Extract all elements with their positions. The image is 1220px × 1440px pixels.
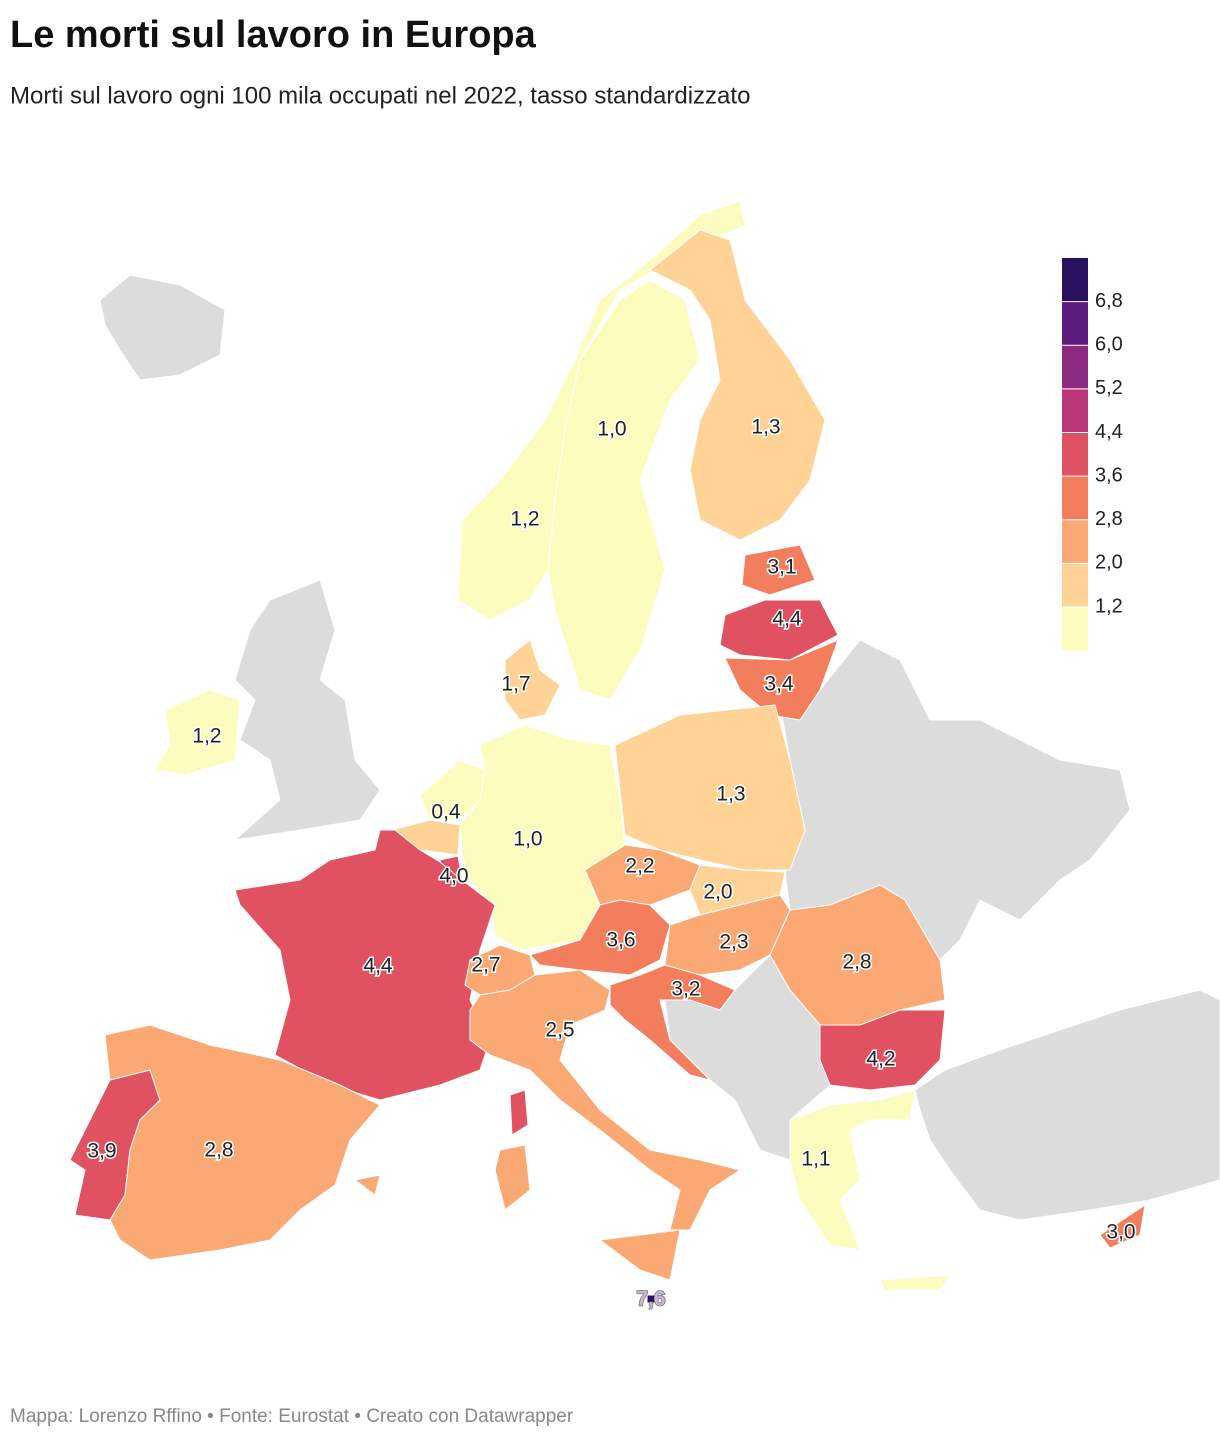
country <box>609 964 736 1081</box>
legend-label: 2,0 <box>1095 552 1123 574</box>
value-label: 4,4 <box>772 608 802 631</box>
value-label: 3,0 <box>1106 1221 1135 1244</box>
country <box>819 1009 946 1091</box>
legend-label: 1,2 <box>1095 595 1123 617</box>
legend: 6,8 6,0 5,2 4,4 3,6 2,8 2,0 1,2 <box>1062 257 1123 651</box>
legend-swatch <box>1062 345 1088 389</box>
value-label: 1,1 <box>801 1148 830 1171</box>
country <box>504 639 561 721</box>
country <box>724 639 839 721</box>
labels: 1,2 1,0 1,3 3,1 4,4 3,4 1,7 1,2 0,4 1,0 1,3 4,0 2,2 2… <box>86 414 1137 1311</box>
country <box>234 829 529 1136</box>
legend-swatch <box>1062 563 1088 607</box>
value-label: 2,3 <box>719 931 748 954</box>
value-label: 1,2 <box>510 508 539 531</box>
country <box>614 704 806 871</box>
value-label: 1,3 <box>751 416 780 439</box>
country <box>469 969 742 1281</box>
country <box>154 689 241 776</box>
country <box>646 1294 656 1304</box>
value-label: 4,0 <box>439 865 468 888</box>
legend-swatch <box>1062 476 1088 520</box>
value-label: 3,2 <box>671 978 700 1001</box>
value-label: 2,5 <box>545 1019 574 1042</box>
country <box>769 884 946 1026</box>
value-label: 3,4 <box>764 673 794 696</box>
footer: Mappa: Lorenzo Rffino • Fonte: Eurostat … <box>10 1406 574 1427</box>
value-label: 4,2 <box>866 1048 895 1071</box>
country <box>459 724 626 951</box>
value-label: 1,7 <box>501 673 530 696</box>
value-label: 3,1 <box>767 556 796 579</box>
value-label: 3,9 <box>87 1140 116 1163</box>
country <box>649 229 826 541</box>
subtitle: Morti sul lavoro ogni 100 mila occupati … <box>10 82 750 109</box>
legend-swatch <box>1062 257 1088 302</box>
value-label: 1,3 <box>716 783 745 806</box>
united-kingdom <box>233 579 381 841</box>
legend-swatch <box>1062 301 1088 346</box>
value-label: 2,8 <box>204 1139 233 1162</box>
legend-swatch <box>1062 607 1088 651</box>
value-label: 2,0 <box>703 881 732 904</box>
country <box>104 1024 381 1261</box>
value-label: 2,2 <box>625 855 654 878</box>
legend-swatch <box>1062 519 1088 564</box>
value-label: 1,0 <box>513 828 542 851</box>
country <box>789 1089 951 1291</box>
no-data-countries <box>99 274 1220 1221</box>
country <box>547 279 701 701</box>
country <box>1099 1203 1146 1249</box>
iceland <box>99 274 226 381</box>
value-label: 0,4 <box>431 801 461 824</box>
value-label: 4,4 <box>363 955 393 978</box>
regions <box>69 199 1146 1304</box>
legend-label: 6,0 <box>1095 334 1123 356</box>
legend-label: 2,8 <box>1095 508 1123 530</box>
legend-label: 5,2 <box>1095 377 1123 399</box>
legend-label: 3,6 <box>1095 464 1123 486</box>
legend-swatch <box>1062 432 1088 477</box>
legend-swatch <box>1062 388 1088 433</box>
legend-label: 6,8 <box>1095 290 1123 312</box>
country <box>457 199 746 621</box>
turkey <box>914 989 1220 1221</box>
country <box>741 544 816 596</box>
value-label: 1,0 <box>597 418 626 441</box>
country <box>719 599 839 661</box>
value-label: 1,2 <box>192 725 221 748</box>
value-label: 2,7 <box>471 954 500 977</box>
legend-label: 4,4 <box>1095 421 1123 443</box>
value-label: 2,8 <box>842 951 871 974</box>
value-label: 3,6 <box>606 929 635 952</box>
title: Le morti sul lavoro in Europa <box>10 14 537 56</box>
value-label: 7,6 <box>636 1288 665 1311</box>
